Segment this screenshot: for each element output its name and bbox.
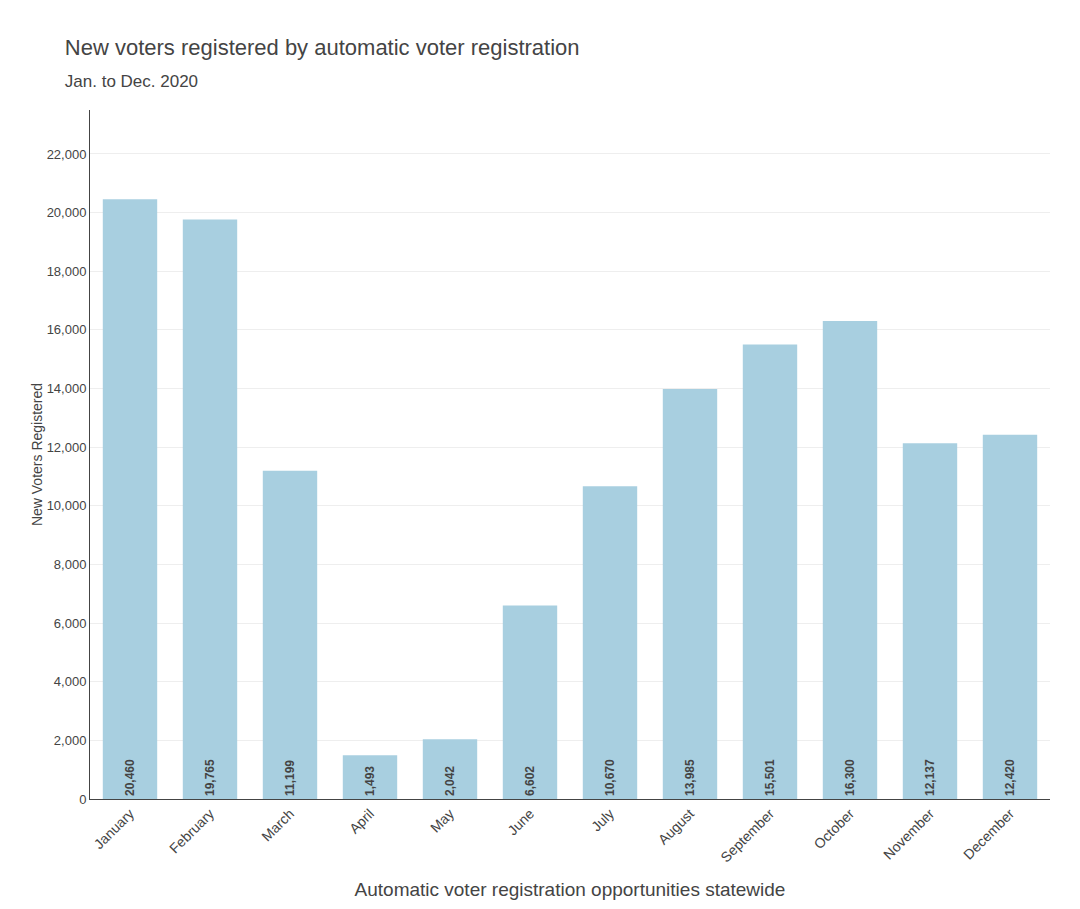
svg-text:June: June [504,805,537,838]
svg-text:20,000: 20,000 [47,205,87,220]
svg-text:2,042: 2,042 [443,766,457,796]
svg-text:New Voters Registered: New Voters Registered [29,383,45,526]
svg-text:May: May [427,806,457,836]
svg-text:6,602: 6,602 [523,766,537,796]
svg-text:March: March [258,806,297,845]
svg-text:0: 0 [79,792,86,807]
svg-text:December: December [960,805,1017,862]
svg-text:1,493: 1,493 [363,766,377,796]
svg-text:20,460: 20,460 [123,759,137,796]
svg-text:14,000: 14,000 [47,381,87,396]
svg-text:18,000: 18,000 [47,264,87,279]
svg-text:15,501: 15,501 [763,759,777,796]
svg-text:February: February [166,806,217,857]
svg-text:12,000: 12,000 [47,440,87,455]
svg-text:January: January [91,806,138,853]
svg-text:November: November [880,805,937,862]
svg-text:13,985: 13,985 [683,759,697,796]
svg-text:2,000: 2,000 [54,733,87,748]
svg-text:16,300: 16,300 [843,759,857,796]
svg-text:6,000: 6,000 [54,616,87,631]
svg-text:July: July [588,806,617,835]
svg-text:April: April [346,806,377,837]
svg-text:12,420: 12,420 [1003,759,1017,796]
svg-text:10,670: 10,670 [603,759,617,796]
svg-text:Jan. to Dec. 2020: Jan. to Dec. 2020 [65,72,198,91]
svg-text:August: August [655,805,697,847]
svg-text:October: October [811,805,858,852]
svg-text:8,000: 8,000 [54,557,87,572]
svg-text:19,765: 19,765 [203,759,217,796]
svg-text:10,000: 10,000 [47,498,87,513]
svg-text:4,000: 4,000 [54,674,87,689]
svg-text:16,000: 16,000 [47,322,87,337]
svg-text:Automatic voter registration o: Automatic voter registration opportuniti… [355,879,786,900]
svg-text:11,199: 11,199 [283,760,297,796]
svg-text:New voters registered by autom: New voters registered by automatic voter… [65,35,580,60]
svg-text:September: September [717,805,777,865]
svg-text:12,137: 12,137 [923,759,937,796]
svg-text:22,000: 22,000 [47,147,87,162]
